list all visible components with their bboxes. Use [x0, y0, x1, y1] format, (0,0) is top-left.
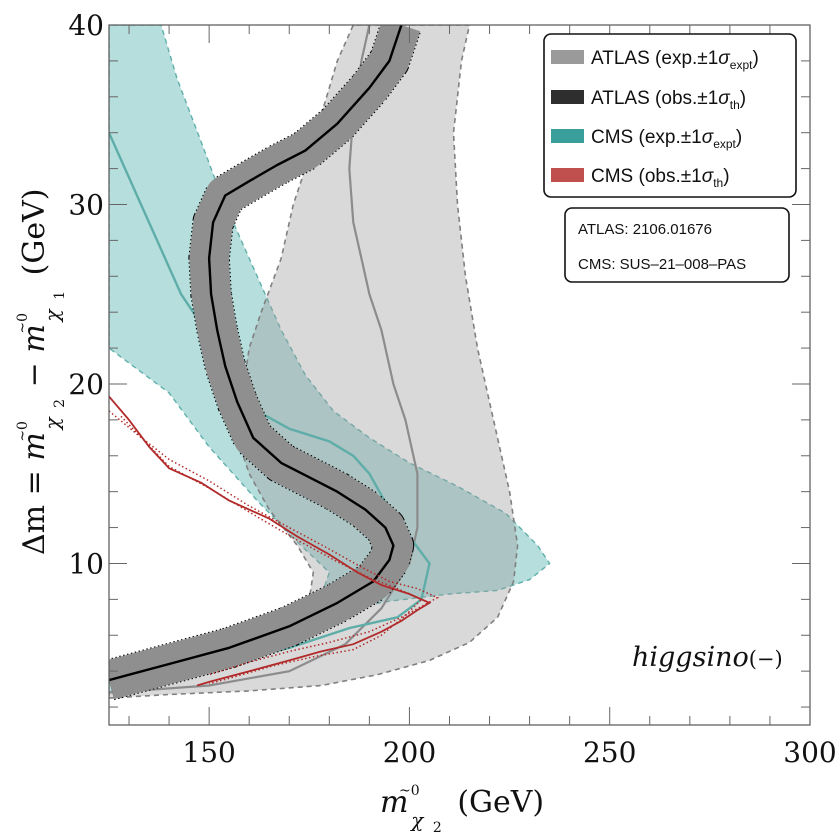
- legend-swatch-cms-obs: [551, 168, 584, 182]
- x-tick-label-200: 200: [383, 736, 436, 769]
- legend-entry-atlas-exp: ATLAS (exp.±1σexpt): [551, 48, 759, 72]
- y-tick-label-10: 10: [68, 547, 104, 580]
- reference-atlas: ATLAS: 2106.01676: [578, 221, 712, 238]
- legend-box: [543, 33, 797, 198]
- cms-observed-plus-sigma: [109, 410, 440, 676]
- legend-entry-cms-exp: CMS (exp.±1σexpt): [551, 127, 742, 151]
- legend-swatch-cms-exp: [551, 129, 584, 143]
- atlas-expected-band: [109, 25, 519, 699]
- legend-swatch-atlas-obs: [551, 90, 584, 104]
- cms-observed-line: [109, 395, 432, 687]
- reference-cms: CMS: SUS–21–008–PAS: [578, 256, 746, 273]
- legend-entry-cms-obs: CMS (obs.±1σth): [551, 166, 730, 190]
- lines-layer: [109, 25, 440, 701]
- ticks-layer: 150 200 250 300 10 20 30 40: [68, 9, 836, 769]
- y-axis-title: Δm = m ~0 χ 2 − m ~0 χ 1 (GeV): [0, 189, 72, 555]
- x-tick-label-150: 150: [182, 736, 235, 769]
- references-frame: [564, 207, 790, 283]
- svg-text:ATLAS (obs.±1σth): ATLAS (obs.±1σth): [591, 88, 746, 112]
- svg-text:CMS (obs.±1σth): CMS (obs.±1σth): [591, 166, 730, 190]
- x-tick-label-250: 250: [583, 736, 636, 769]
- model-label: higgsino(−): [632, 642, 783, 673]
- y-tick-label-20: 20: [68, 368, 104, 401]
- atlas-observed-line: [109, 25, 403, 682]
- svg-text:ATLAS (exp.±1σexpt): ATLAS (exp.±1σexpt): [591, 48, 759, 72]
- y-tick-label-40: 40: [68, 9, 104, 42]
- x-tick-label-300: 300: [783, 736, 836, 769]
- legend: ATLAS (exp.±1σexpt) ATLAS (obs.±1σth) CM…: [543, 33, 797, 198]
- references-box: ATLAS: 2106.01676 CMS: SUS–21–008–PAS: [564, 207, 790, 283]
- plot-frame: [108, 24, 811, 726]
- svg-text:CMS (exp.±1σexpt): CMS (exp.±1σexpt): [591, 127, 742, 151]
- y-tick-label-30: 30: [68, 188, 104, 221]
- legend-entry-atlas-obs: ATLAS (obs.±1σth): [551, 88, 746, 112]
- x-axis-title: m ~0 χ 2 (GeV): [380, 768, 544, 840]
- legend-swatch-atlas-exp: [551, 50, 584, 64]
